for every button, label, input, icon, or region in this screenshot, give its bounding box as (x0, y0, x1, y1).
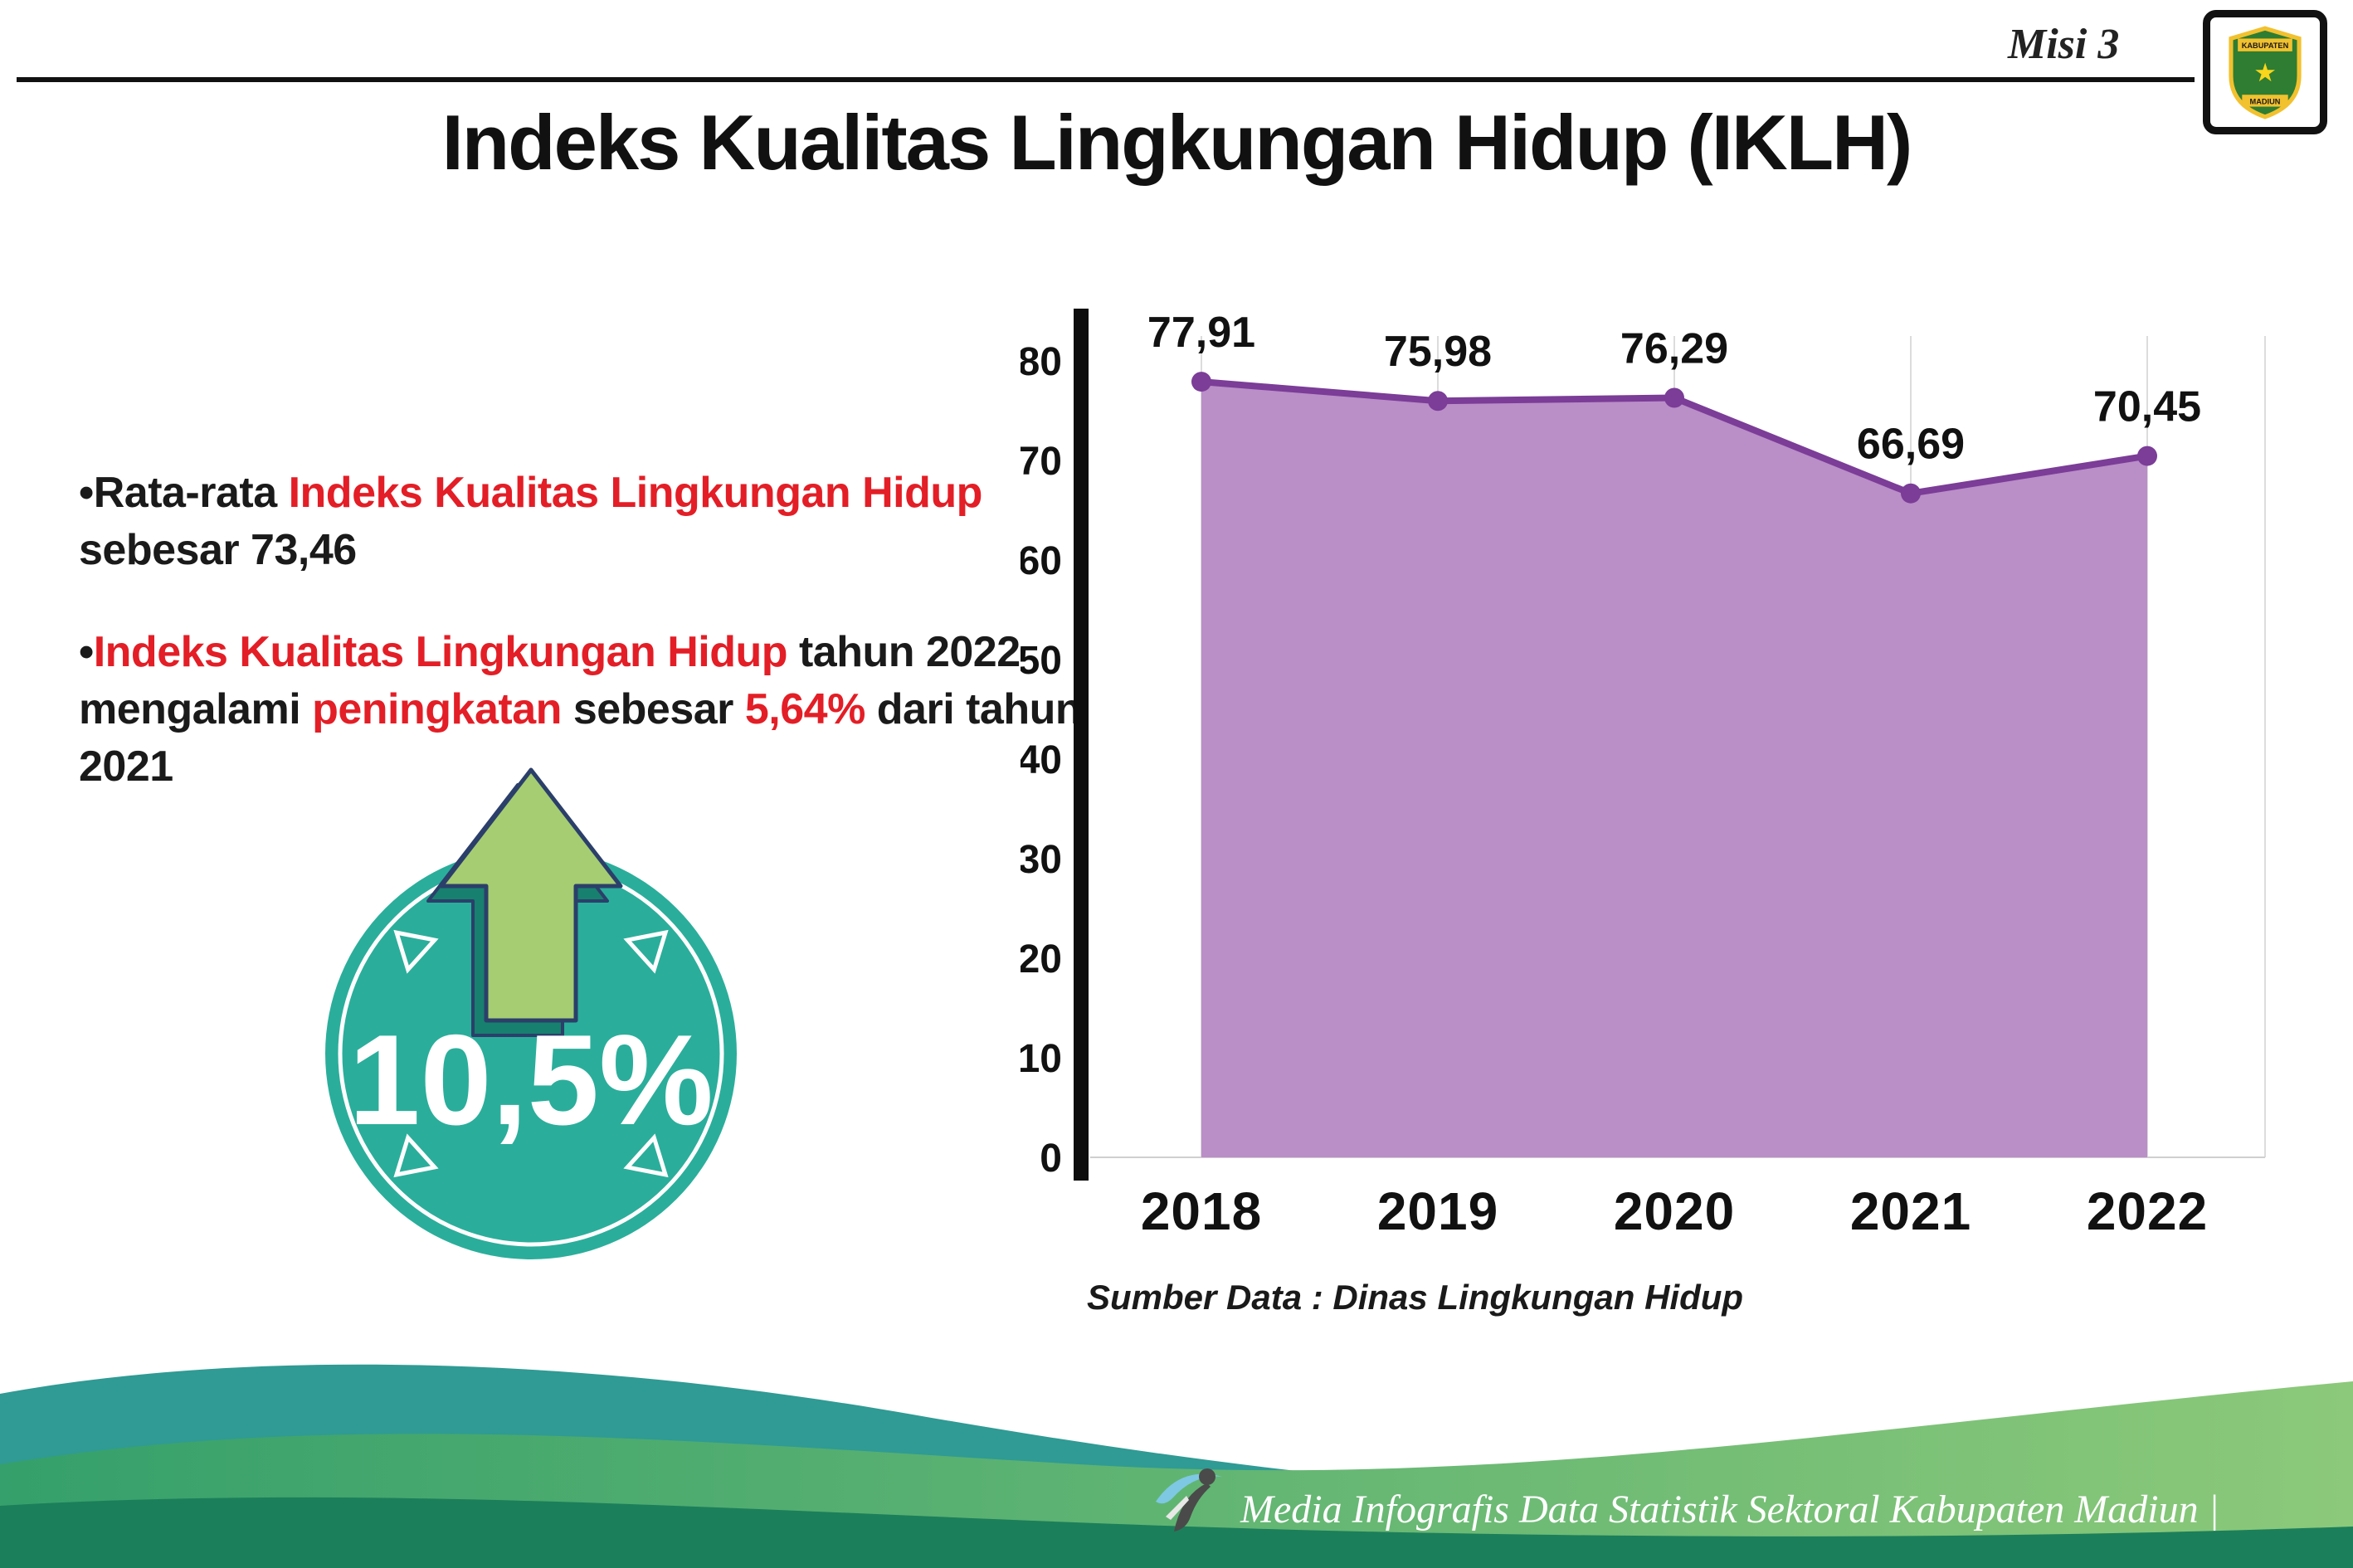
x-tick-label: 2020 (1614, 1181, 1735, 1241)
mascot-pen (1166, 1496, 1189, 1520)
page-title: Indeks Kualitas Lingkungan Hidup (IKLH) (441, 99, 1913, 186)
y-tick-label: 80 (1021, 340, 1062, 384)
y-axis-bar (1074, 309, 1089, 1181)
badge-tick-triangles (393, 929, 669, 1178)
bullet2-text-1: tahun 2022 mengalami (79, 628, 1021, 733)
bullet2-text-2: sebesar (561, 684, 745, 733)
data-point (2137, 446, 2157, 466)
infographics-mascot-icon (1156, 1468, 1222, 1531)
data-point (1191, 372, 1211, 392)
crest-top-text: KABUPATEN (2242, 41, 2289, 50)
increase-badge: 10,5% (325, 767, 737, 1259)
y-tick-label: 0 (1040, 1137, 1062, 1181)
wave-dark-green (0, 1497, 2353, 1568)
triangle-icon (623, 929, 669, 974)
bullet2-highlight-2: peningkatan (312, 684, 562, 733)
misi-label: Misi 3 (2008, 21, 2120, 68)
kabupaten-madiun-logo: KABUPATEN ★ MADIUN (2203, 10, 2327, 134)
mascot-head (1199, 1468, 1215, 1485)
data-point (1664, 387, 1684, 408)
x-tick-label: 2018 (1141, 1181, 1262, 1241)
footer-caption: Media Infografis Data Statistik Sektoral… (1240, 1488, 2219, 1531)
bullet1-tail: sebesar 73,46 (79, 525, 357, 574)
data-source-caption: Sumber Data : Dinas Lingkungan Hidup (1087, 1278, 1744, 1317)
mascot-swoosh (1156, 1473, 1222, 1504)
mascot-body (1174, 1484, 1211, 1531)
bullet2-tail: dari tahun 2021 (79, 684, 1082, 791)
bullet-average-iklh: •Rata-rata Indeks Kualitas Lingkungan Hi… (79, 465, 1091, 578)
bullet2-highlight-1: Indeks Kualitas Lingkungan Hidup (93, 628, 788, 677)
bullet1-text: Rata-rata (93, 469, 289, 517)
triangle-icon (393, 1133, 439, 1178)
triangle-icon (623, 1133, 669, 1178)
footer-wave-background (0, 1364, 2353, 1568)
value-label: 75,98 (1384, 328, 1492, 376)
bullet1-highlight: Indeks Kualitas Lingkungan Hidup (288, 469, 983, 517)
triangle-icon (393, 929, 439, 974)
y-tick-label: 70 (1021, 440, 1062, 484)
crest-bottom-text: MADIUN (2250, 97, 2281, 105)
crest-star-icon: ★ (2253, 58, 2277, 87)
data-point (1428, 391, 1448, 411)
y-tick-label: 20 (1021, 937, 1062, 981)
bullet-dot: • (79, 469, 94, 517)
badge-circle (325, 848, 737, 1259)
y-tick-label: 50 (1021, 639, 1062, 683)
value-label: 77,91 (1147, 309, 1255, 357)
bullet2-highlight-3: 5,64% (744, 684, 865, 733)
bullet-dot-2: • (79, 628, 94, 677)
x-tick-label: 2022 (2087, 1181, 2208, 1241)
up-arrow-icon (439, 767, 623, 1023)
iklh-area-chart: 77,91 75,98 76,29 66,69 70,45 0 10 20 30 40 50 60 70… (1021, 309, 2266, 1241)
y-tick-label: 10 (1021, 1037, 1062, 1081)
data-point (1901, 483, 1921, 504)
area-fill (1201, 382, 2147, 1157)
y-tick-label: 30 (1021, 838, 1062, 882)
crest-banner-bottom (2242, 95, 2288, 107)
summary-text-block: •Rata-rata Indeks Kualitas Lingkungan Hi… (79, 465, 1091, 840)
value-label: 76,29 (1620, 325, 1728, 373)
bullet-increase-2022: •Indeks Kualitas Lingkungan Hidup tahun … (79, 624, 1091, 795)
x-tick-label: 2019 (1377, 1181, 1498, 1241)
value-label: 70,45 (2093, 383, 2201, 431)
badge-value: 10,5% (348, 1008, 714, 1152)
y-tick-label: 40 (1021, 738, 1062, 782)
y-tick-label: 60 (1021, 539, 1062, 583)
x-tick-label: 2021 (1850, 1181, 1971, 1241)
header-divider (17, 77, 2195, 82)
crest-icon: KABUPATEN ★ MADIUN (2229, 26, 2302, 119)
value-label: 66,69 (1857, 421, 1965, 469)
crest-banner-top (2238, 38, 2292, 51)
